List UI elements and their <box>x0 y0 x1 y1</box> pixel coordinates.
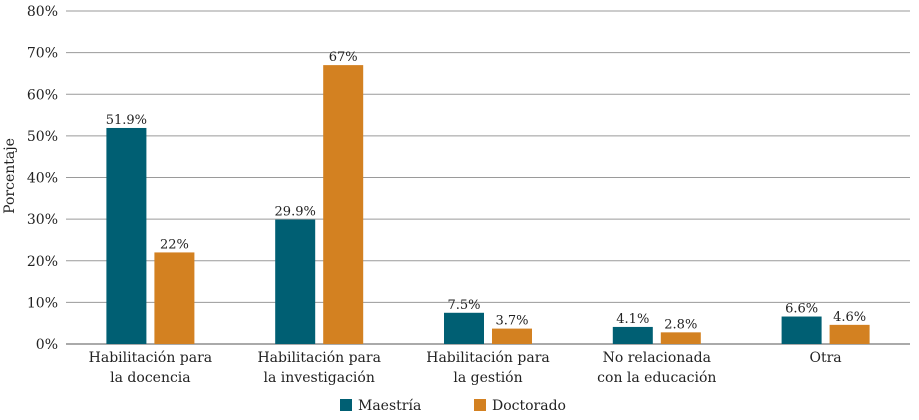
bar-value-label: 51.9% <box>106 113 147 128</box>
category-label: Habilitación para <box>89 350 212 366</box>
legend-label: Maestría <box>358 398 421 414</box>
category-label: la gestión <box>453 370 522 386</box>
bar-value-label: 4.1% <box>616 312 649 327</box>
y-tick-label: 20% <box>27 254 58 270</box>
bar-value-label: 7.5% <box>447 298 480 313</box>
bar-maestria <box>612 326 653 344</box>
y-tick-label: 0% <box>36 337 58 353</box>
y-tick-label: 50% <box>27 129 58 145</box>
category-label: con la educación <box>597 370 716 386</box>
bar-doctorado <box>323 65 364 345</box>
bar-doctorado <box>154 252 195 344</box>
y-axis-label: Porcentaje <box>2 138 18 214</box>
bar-doctorado <box>829 324 870 344</box>
y-tick-label: 60% <box>27 87 58 103</box>
bar-value-label: 6.6% <box>785 302 818 317</box>
category-label: la docencia <box>110 370 190 386</box>
bar-value-label: 29.9% <box>275 205 316 220</box>
bar-value-label: 2.8% <box>664 317 697 332</box>
bar-maestria <box>106 127 147 344</box>
y-tick-label: 40% <box>27 171 58 187</box>
bar-value-label: 3.7% <box>495 314 528 329</box>
legend-swatch <box>474 399 486 411</box>
category-label: Habilitación para <box>257 350 380 366</box>
category-label: Habilitación para <box>426 350 549 366</box>
category-label: Otra <box>810 350 842 366</box>
bar-maestria <box>444 312 484 344</box>
bar-doctorado <box>492 328 532 344</box>
y-tick-label: 10% <box>27 295 58 311</box>
category-label: la investigación <box>264 370 375 386</box>
bar-value-label: 67% <box>329 50 358 65</box>
y-tick-label: 30% <box>27 212 58 228</box>
bar-maestria <box>781 316 822 344</box>
legend-swatch <box>340 399 352 411</box>
y-tick-label: 80% <box>27 4 58 20</box>
bar-value-label: 22% <box>160 237 189 252</box>
bar-value-label: 4.6% <box>833 310 866 325</box>
bar-doctorado <box>660 332 701 344</box>
category-label: No relacionada <box>603 350 711 366</box>
legend-label: Doctorado <box>492 398 566 414</box>
bar-maestria <box>275 219 316 344</box>
y-tick-label: 70% <box>27 46 58 62</box>
